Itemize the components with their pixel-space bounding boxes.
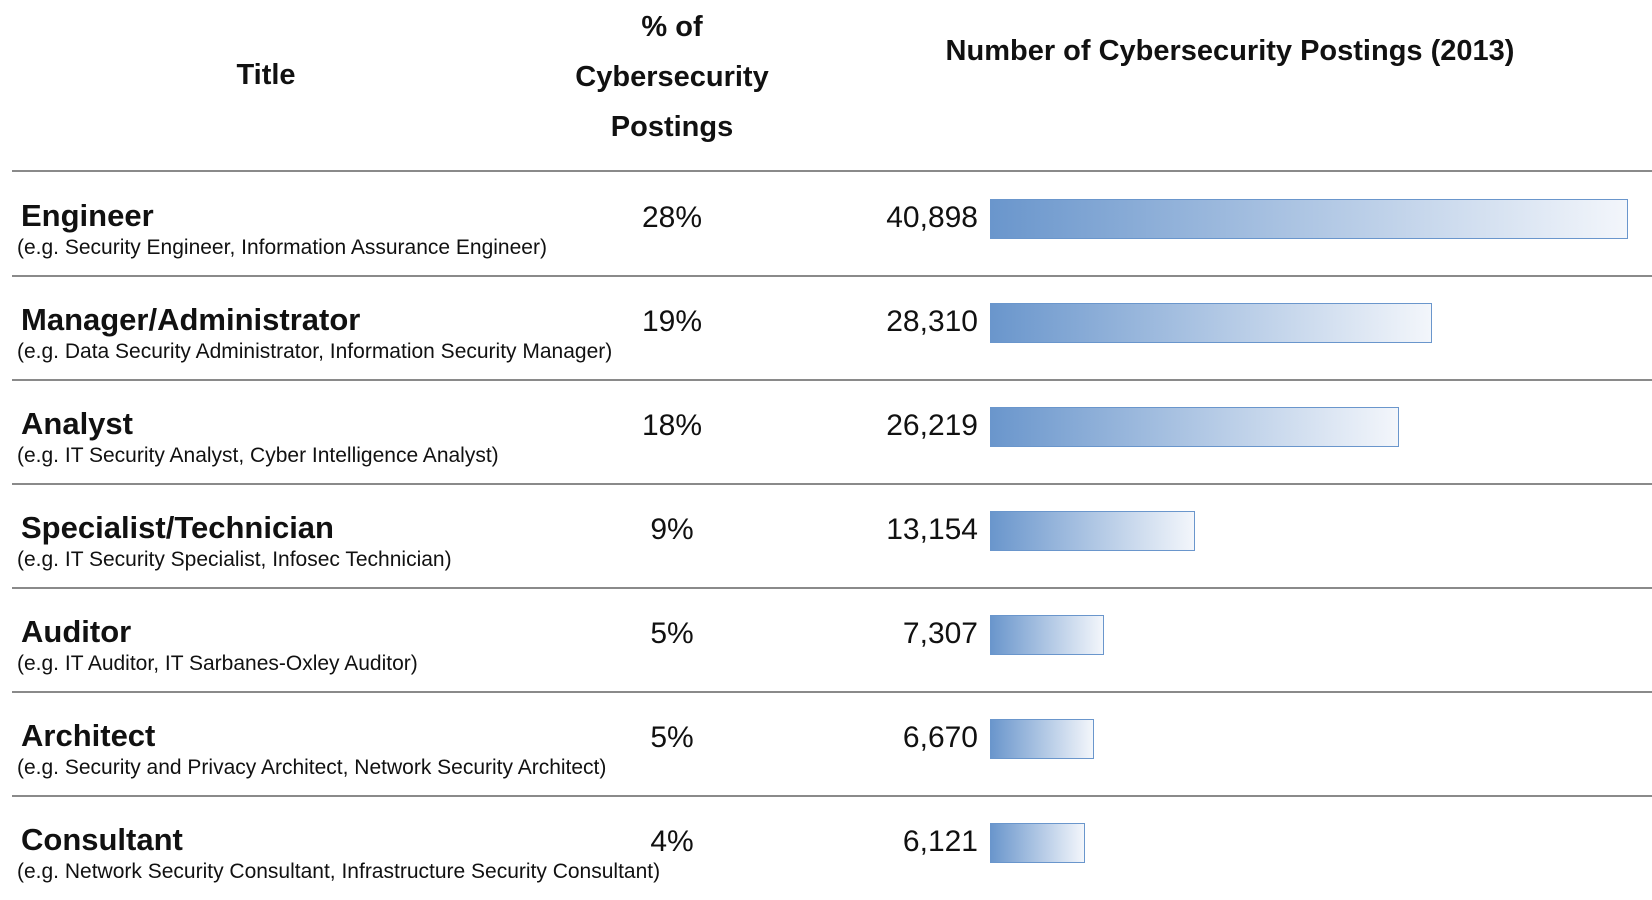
percent-label: 4% <box>650 825 694 858</box>
row-rule <box>12 483 1652 485</box>
percent-label: 18% <box>641 409 703 442</box>
example-label: (e.g. IT Security Specialist, Infosec Te… <box>17 548 452 571</box>
example-label: (e.g. Network Security Consultant, Infra… <box>17 860 661 883</box>
count-label: 6,670 <box>902 721 978 754</box>
example-label: (e.g. IT Auditor, IT Sarbanes-Oxley Audi… <box>17 652 418 675</box>
bar <box>990 823 1086 863</box>
category-label: Specialist/Technician <box>21 510 334 545</box>
example-label: (e.g. Data Security Administrator, Infor… <box>17 340 613 363</box>
percent-label: 9% <box>650 513 694 546</box>
count-label: 26,219 <box>886 409 978 442</box>
count-label: 7,307 <box>902 617 978 650</box>
count-label: 28,310 <box>886 305 978 338</box>
category-label: Auditor <box>21 614 132 649</box>
count-label: 13,154 <box>886 513 978 546</box>
header-percent: % of Cybersecurity Postings <box>575 11 769 143</box>
bar <box>990 303 1432 343</box>
bar <box>990 615 1104 655</box>
bar <box>990 511 1196 551</box>
category-label: Engineer <box>21 198 154 233</box>
percent-label: 28% <box>641 201 703 234</box>
percent-label: 19% <box>641 305 703 338</box>
category-label: Architect <box>21 718 156 753</box>
example-label: (e.g. Security Engineer, Information Ass… <box>17 236 547 259</box>
category-label: Analyst <box>21 406 133 441</box>
category-label: Consultant <box>21 822 183 857</box>
example-label: (e.g. IT Security Analyst, Cyber Intelli… <box>17 444 499 467</box>
category-label: Manager/Administrator <box>21 302 361 337</box>
count-label: 6,121 <box>902 825 978 858</box>
row-rule <box>12 379 1652 381</box>
bar <box>990 199 1628 239</box>
header-count: Number of Cybersecurity Postings (2013) <box>945 35 1515 67</box>
bar <box>990 407 1399 447</box>
bar <box>990 719 1095 759</box>
header-rule <box>12 170 1652 172</box>
row-rule <box>12 275 1652 277</box>
header-title: Title <box>236 59 296 91</box>
row-rule <box>12 587 1652 589</box>
row-rule <box>12 691 1652 693</box>
row-rule <box>12 795 1652 797</box>
percent-label: 5% <box>650 721 694 754</box>
percent-label: 5% <box>650 617 694 650</box>
count-label: 40,898 <box>886 201 978 234</box>
example-label: (e.g. Security and Privacy Architect, Ne… <box>17 756 607 779</box>
